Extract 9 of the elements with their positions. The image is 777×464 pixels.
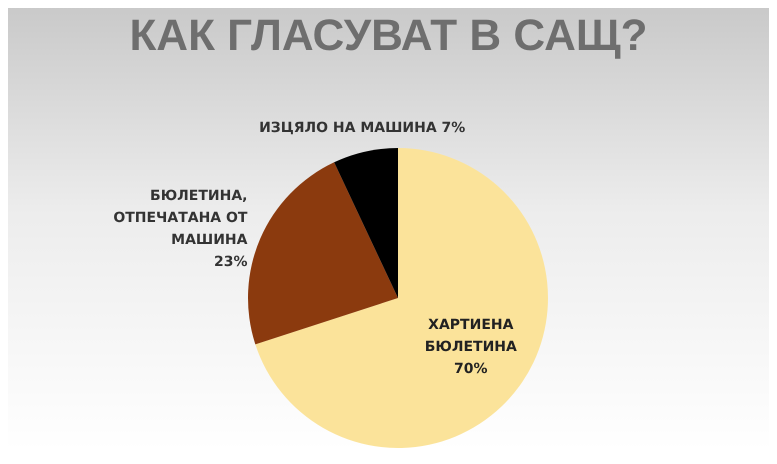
pie-slice: [255, 148, 548, 448]
data-label: 23%: [214, 254, 248, 270]
slice-label: БЮЛЕТИНА, ОТПЕЧАТАНА ОТ МАШИНА: [113, 188, 248, 248]
data-label: 70%: [454, 360, 488, 377]
slice-label: ХАРТИЕНА БЮЛЕТИНА: [424, 316, 518, 355]
pie-slice: [334, 148, 398, 298]
pie-slice: [248, 162, 398, 344]
slice-label: ИЗЦЯЛО НА МАШИНА 7%: [259, 120, 466, 136]
chart-title: КАК ГЛАСУВАТ В САЩ?: [128, 10, 649, 62]
